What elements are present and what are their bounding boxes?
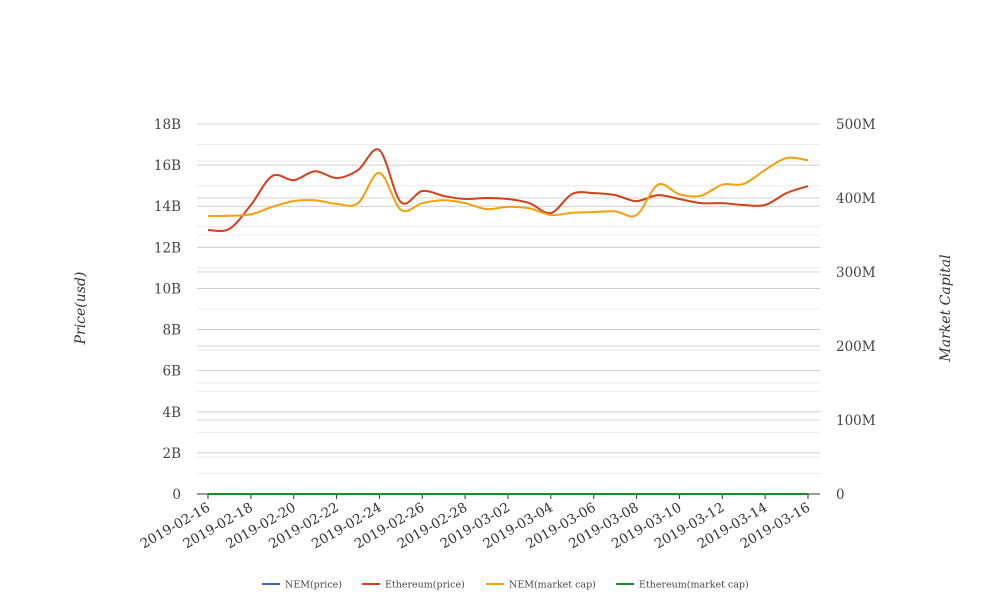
y-right-tick-label: 100M bbox=[836, 413, 876, 429]
y-right-tick-label: 300M bbox=[836, 265, 876, 281]
y-right-tick-label: 200M bbox=[836, 339, 876, 355]
y-tick-label: 12B bbox=[154, 240, 181, 256]
y-tick-label: 14B bbox=[154, 199, 181, 215]
legend-item[interactable]: NEM(price) bbox=[262, 580, 342, 591]
y-tick-label: 2B bbox=[162, 446, 181, 462]
y-tick-label: 0 bbox=[172, 487, 181, 503]
series-lines bbox=[207, 148, 809, 495]
y-right-tick-label: 500M bbox=[836, 117, 876, 133]
y-tick-label: 6B bbox=[162, 364, 181, 380]
right-y-axis: 0 100M 200M 300M 400M 500M bbox=[836, 117, 876, 503]
legend-item[interactable]: NEM(market cap) bbox=[486, 580, 596, 591]
legend-label: Ethereum(market cap) bbox=[639, 580, 749, 591]
legend-item[interactable]: Ethereum(price) bbox=[362, 580, 465, 591]
x-axis: 2019-02-162019-02-182019-02-202019-02-22… bbox=[138, 494, 813, 552]
left-y-axis: 0 2B 4B 6B 8B 10B 12B 14B 16B 18B bbox=[154, 117, 181, 503]
left-axis-title: Price(usd) bbox=[73, 272, 89, 346]
series-line-ethereum-price bbox=[207, 148, 809, 233]
y-right-tick-label: 400M bbox=[836, 191, 876, 207]
legend-label: NEM(price) bbox=[285, 580, 342, 591]
y-tick-label: 4B bbox=[162, 405, 181, 421]
right-axis-title: Market Capital bbox=[938, 254, 954, 362]
y-tick-label: 16B bbox=[154, 158, 181, 174]
legend-item[interactable]: Ethereum(market cap) bbox=[616, 580, 749, 591]
y-tick-label: 8B bbox=[162, 323, 181, 339]
y-right-tick-label: 0 bbox=[836, 487, 845, 503]
legend-label: NEM(market cap) bbox=[509, 580, 596, 591]
legend-label: Ethereum(price) bbox=[385, 580, 465, 591]
series-line-nem-market-cap bbox=[207, 156, 809, 218]
y-tick-label: 10B bbox=[154, 281, 181, 297]
gridlines bbox=[197, 123, 820, 495]
y-tick-label: 18B bbox=[154, 117, 181, 133]
legend: NEM(price) Ethereum(price) NEM(market cap)… bbox=[262, 580, 749, 591]
